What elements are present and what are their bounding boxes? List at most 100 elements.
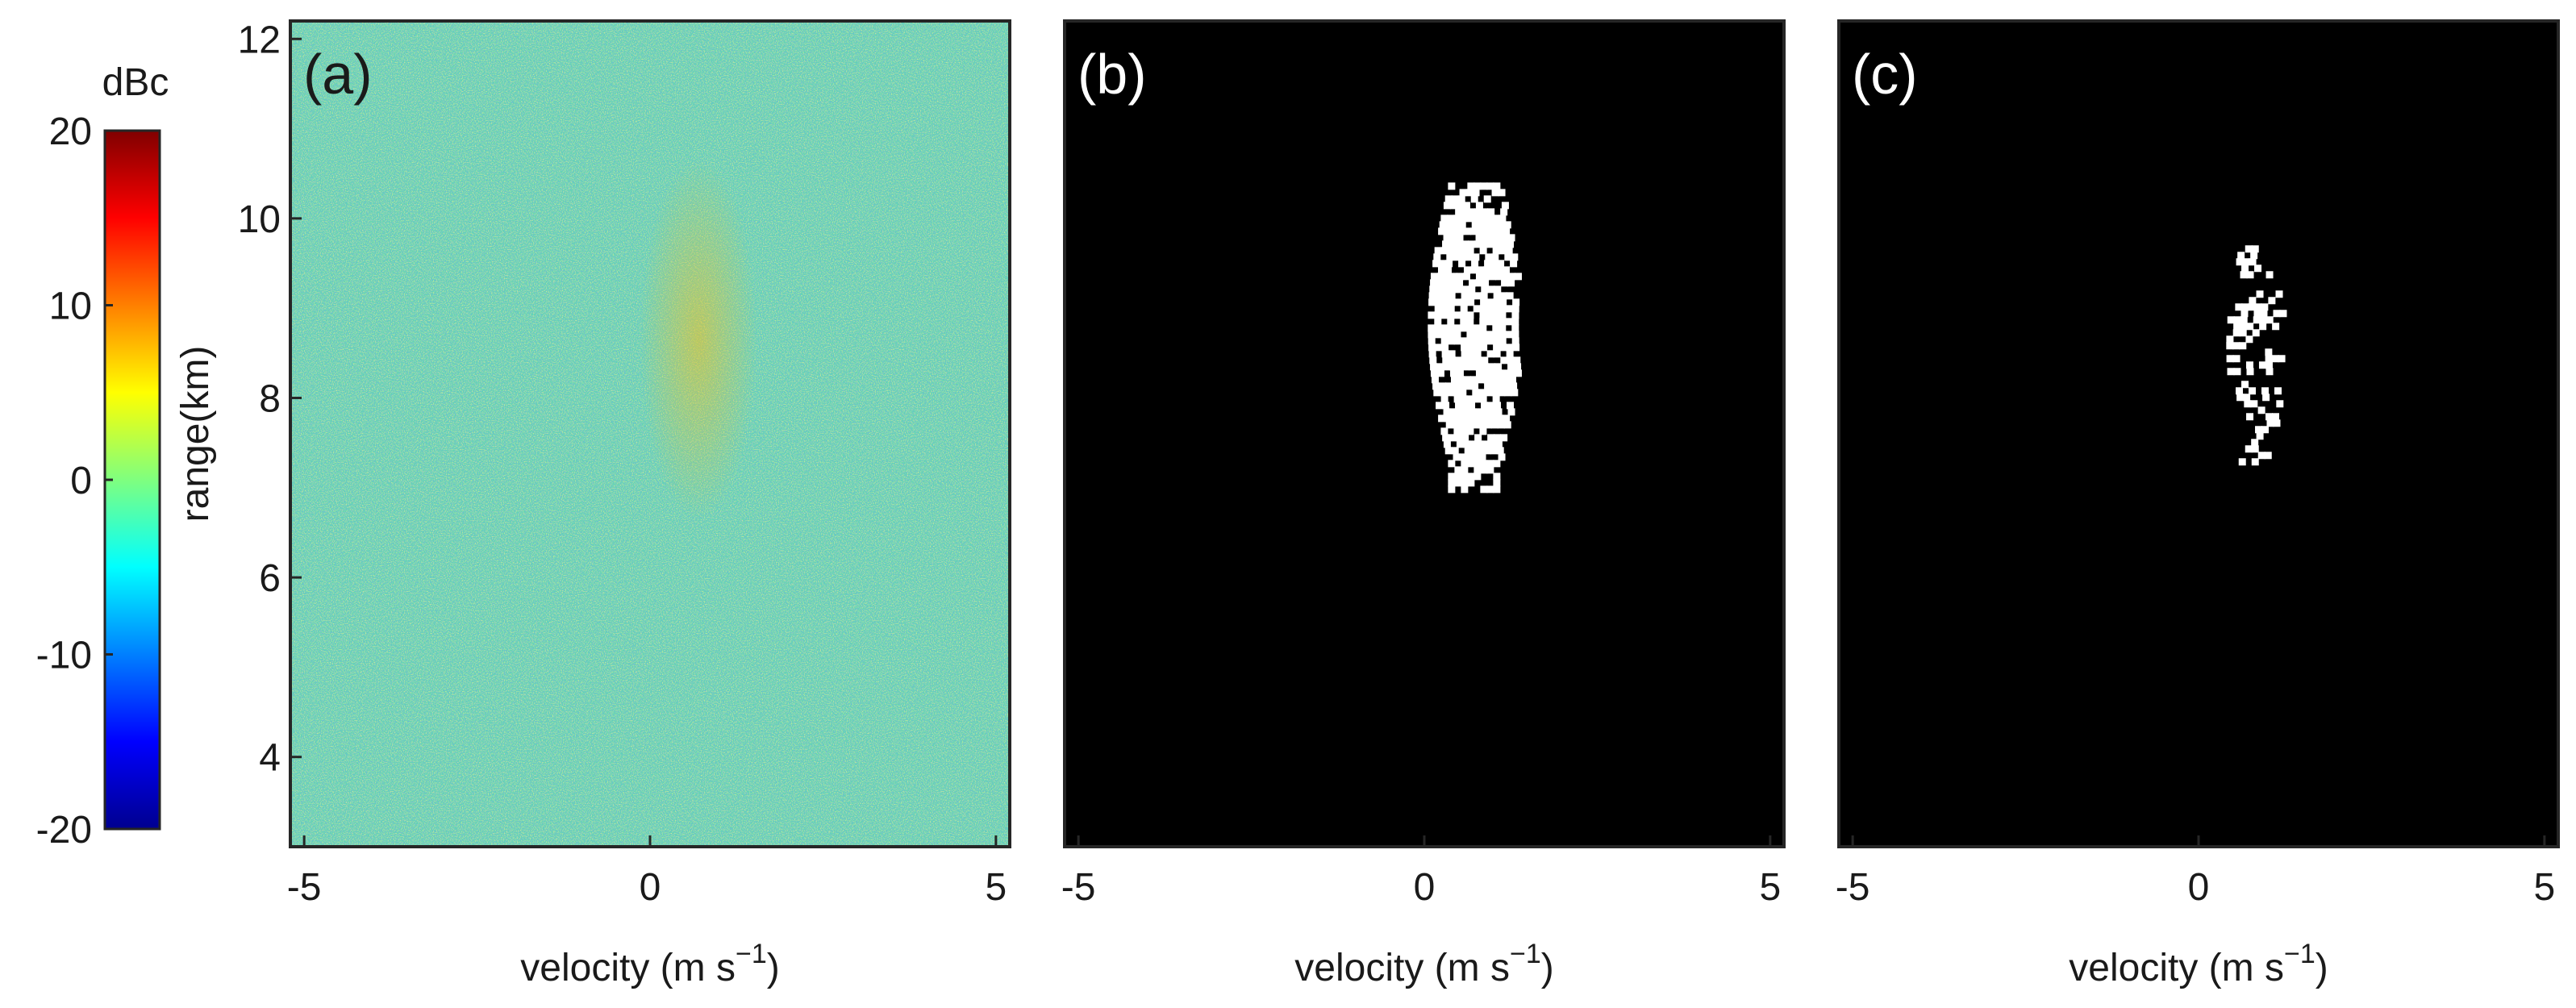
mask-pixel xyxy=(1469,376,1478,384)
mask-pixel xyxy=(1441,344,1449,352)
mask-pixel xyxy=(2271,355,2279,363)
mask-pixel xyxy=(1480,344,1488,352)
mask-pixel xyxy=(1493,473,1501,481)
mask-pixel xyxy=(1498,318,1507,326)
mask-pixel xyxy=(1448,182,1456,190)
mask-pixel xyxy=(1507,273,1515,281)
mask-pixel xyxy=(2240,316,2248,324)
mask-pixel xyxy=(2265,355,2273,363)
y-tick-label: 6 xyxy=(259,557,281,600)
mask-pixel xyxy=(1494,434,1502,442)
mask-pixel xyxy=(1497,221,1505,229)
mask-pixel xyxy=(1458,421,1466,429)
mask-pixel xyxy=(1443,440,1451,448)
mask-pixel xyxy=(1475,234,1483,242)
mask-pixel xyxy=(1512,344,1520,352)
mask-pixel xyxy=(1443,363,1451,371)
mask-pixel xyxy=(1440,215,1448,223)
mask-pixel xyxy=(1469,363,1477,371)
mask-pixel xyxy=(1438,227,1446,235)
mask-pixel xyxy=(1431,376,1439,384)
mask-pixel xyxy=(1473,350,1482,358)
mask-pixel xyxy=(1472,189,1480,197)
mask-pixel xyxy=(1465,421,1473,429)
mask-pixel xyxy=(2249,258,2257,266)
mask-pixel xyxy=(2240,271,2248,279)
mask-pixel xyxy=(1449,363,1457,371)
mask-pixel xyxy=(1511,311,1519,319)
mask-pixel xyxy=(1429,285,1437,294)
mask-pixel xyxy=(1492,395,1500,403)
mask-pixel xyxy=(1455,208,1463,216)
mask-pixel xyxy=(1428,344,1436,352)
mask-pixel xyxy=(1440,427,1448,435)
mask-pixel xyxy=(1461,356,1469,364)
mask-pixel xyxy=(1466,337,1474,345)
mask-pixel xyxy=(2239,342,2247,350)
mask-pixel xyxy=(1486,298,1494,306)
mask-pixel xyxy=(1493,479,1501,487)
mask-pixel xyxy=(1499,344,1507,352)
mask-pixel xyxy=(1440,324,1448,332)
mask-pixel xyxy=(1438,414,1446,423)
mask-pixel xyxy=(1495,266,1503,274)
mask-pixel xyxy=(2251,439,2259,447)
mask-pixel xyxy=(1472,253,1480,261)
colorbar-tick-label: -10 xyxy=(36,635,92,677)
mask-pixel xyxy=(1479,305,1487,313)
mask-pixel xyxy=(1488,363,1496,371)
x-tick-label: -5 xyxy=(287,866,322,909)
mask-pixel xyxy=(1501,369,1509,377)
panel-b-background xyxy=(1063,19,1786,848)
colorbar-gradient xyxy=(103,129,161,831)
mask-pixel xyxy=(1473,473,1482,481)
mask-pixel xyxy=(2255,426,2263,434)
mask-pixel xyxy=(2275,290,2283,298)
mask-pixel xyxy=(1511,305,1519,313)
mask-pixel xyxy=(1505,305,1513,313)
mask-pixel xyxy=(1500,240,1508,248)
mask-pixel xyxy=(1430,369,1438,377)
mask-pixel xyxy=(1482,440,1490,448)
mask-pixel xyxy=(1439,221,1447,229)
mask-pixel xyxy=(1450,376,1458,384)
mask-pixel xyxy=(1449,202,1457,210)
mask-pixel xyxy=(1464,447,1472,455)
mask-pixel xyxy=(2257,406,2265,414)
mask-pixel xyxy=(1493,292,1501,300)
mask-pixel xyxy=(1464,414,1472,423)
x-tick-label: 5 xyxy=(2533,866,2555,909)
mask-pixel xyxy=(1490,414,1498,423)
mask-pixel xyxy=(1471,221,1479,229)
mask-pixel xyxy=(1498,337,1507,345)
mask-pixel xyxy=(1452,382,1460,390)
mask-pixel xyxy=(1514,273,1522,281)
mask-pixel xyxy=(1466,324,1474,332)
mask-pixel xyxy=(1490,382,1498,390)
panel-c-mask xyxy=(2226,245,2287,466)
mask-pixel xyxy=(1479,215,1487,223)
mask-pixel xyxy=(2276,400,2284,408)
mask-pixel xyxy=(1467,298,1475,306)
mask-pixel xyxy=(1480,460,1488,468)
mask-pixel xyxy=(1493,344,1501,352)
mask-pixel xyxy=(1482,363,1490,371)
colorbar-tick-label: 20 xyxy=(49,110,92,153)
mask-pixel xyxy=(1428,337,1436,345)
mask-pixel xyxy=(1479,311,1487,319)
mask-pixel xyxy=(1461,402,1469,410)
mask-pixel xyxy=(1474,356,1482,364)
mask-pixel xyxy=(1508,376,1516,384)
mask-pixel xyxy=(1442,434,1450,442)
mask-pixel xyxy=(1489,376,1497,384)
mask-pixel xyxy=(2258,361,2266,369)
mask-pixel xyxy=(1465,453,1473,461)
mask-pixel xyxy=(1481,285,1489,294)
mask-pixel xyxy=(1474,240,1482,248)
mask-pixel xyxy=(1491,189,1499,197)
mask-pixel xyxy=(1456,363,1464,371)
mask-pixel xyxy=(2233,316,2241,324)
mask-pixel xyxy=(2246,323,2254,331)
mask-pixel xyxy=(1510,382,1518,390)
